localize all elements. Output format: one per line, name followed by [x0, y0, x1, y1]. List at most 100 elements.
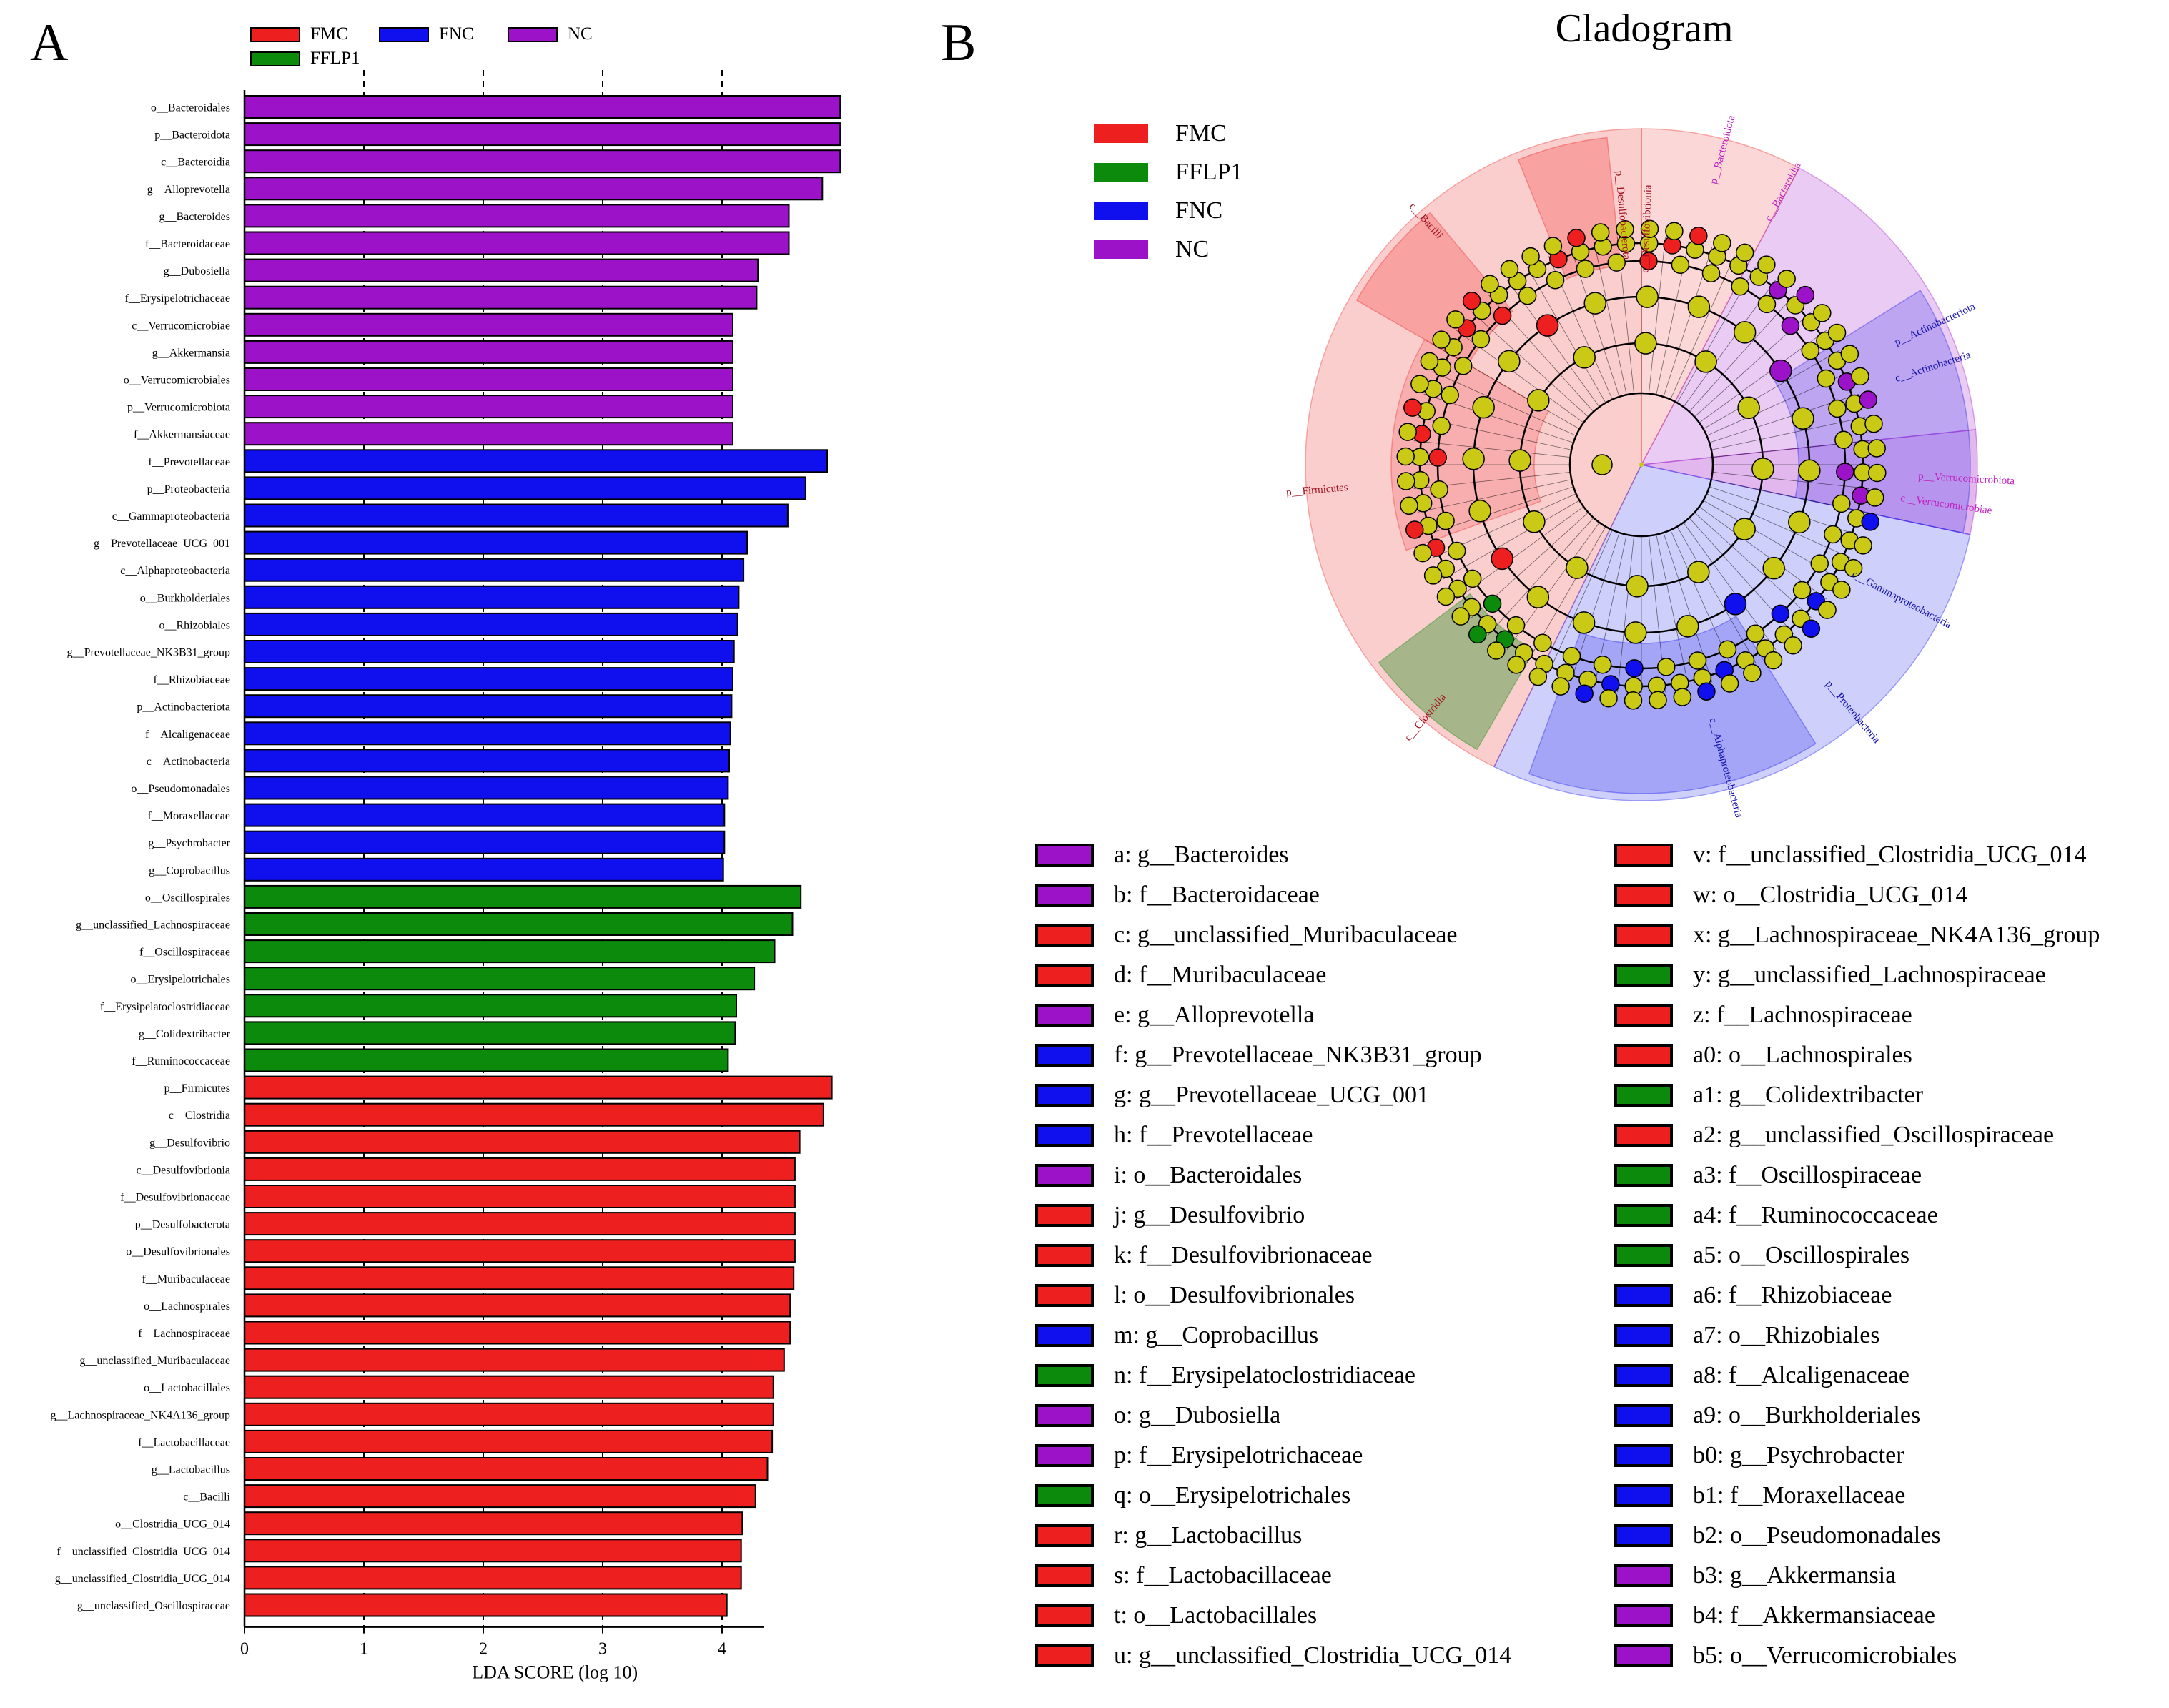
node — [1436, 511, 1455, 530]
key-item-b5-o-verrucomicrobiales: b5: o__Verrucomicrobiales — [1614, 1636, 2100, 1676]
key-label: b: f__Bacteroidaceae — [1114, 882, 1320, 908]
key-swatch — [1614, 1644, 1673, 1667]
key-swatch — [1614, 1004, 1673, 1027]
key-item-r-g-lactobacillus: r: g__Lactobacillus — [1035, 1516, 1511, 1556]
key-item-a0-o-lachnospirales: a0: o__Lachnospirales — [1614, 1035, 2100, 1075]
key-label: n: f__Erysipelatoclostridiaceae — [1114, 1362, 1415, 1388]
cladogram-spoke — [1670, 255, 1735, 400]
node — [1792, 407, 1814, 430]
node — [1828, 399, 1847, 418]
bar-f-moraxellaceae — [244, 803, 726, 827]
node — [1624, 621, 1647, 644]
key-swatch — [1035, 844, 1094, 867]
node — [1533, 633, 1552, 653]
bar-o-pseudomonadales — [244, 776, 729, 800]
key-label: q: o__Erysipelotrichales — [1114, 1482, 1351, 1509]
x-tick-label-0: 0 — [240, 1640, 249, 1659]
clade-sector-verrucomicrobiota — [1641, 429, 1978, 535]
node — [1543, 237, 1563, 255]
node — [1757, 255, 1776, 274]
key-item-f-g-prevotellaceae-nk3b31-group: f: g__Prevotellaceae_NK3B31_group — [1035, 1035, 1511, 1075]
key-swatch — [1614, 1524, 1673, 1547]
bar-label-g-psychrobacter: g__Psychrobacter — [148, 837, 230, 849]
bar-label-f-desulfovibrionaceae: f__Desulfovibrionaceae — [120, 1192, 230, 1204]
bar-f-alcaligenaceae — [244, 721, 731, 746]
bar-p-proteobacteria — [244, 476, 806, 500]
node — [1832, 581, 1851, 599]
bar-label-o-rhizobiales: o__Rhizobiales — [159, 619, 230, 631]
key-item-l-o-desulfovibrionales: l: o__Desulfovibrionales — [1035, 1275, 1511, 1315]
node — [1743, 663, 1762, 683]
legend-swatch — [508, 26, 558, 42]
key-swatch — [1614, 964, 1673, 987]
key-label: l: o__Desulfovibrionales — [1114, 1282, 1355, 1308]
bar-o-lactobacillales — [244, 1375, 774, 1399]
bar-label-f-prevotellaceae: f__Prevotellaceae — [148, 456, 230, 468]
bar-label-o-oscillospirales: o__Oscillospirales — [145, 892, 230, 904]
node — [1446, 310, 1465, 329]
key-label: a0: o__Lachnospirales — [1693, 1042, 1912, 1068]
bar-o-oscillospirales — [244, 884, 802, 909]
key-label: g: g__Prevotellaceae_UCG_001 — [1114, 1082, 1429, 1108]
key-swatch — [1035, 1564, 1094, 1587]
bar-label-o-verrucomicrobiales: o__Verrucomicrobiales — [124, 375, 230, 387]
key-swatch — [1614, 844, 1673, 867]
key-swatch — [1614, 1204, 1673, 1227]
key-swatch — [1035, 1444, 1094, 1467]
key-label: a1: g__Colidextribacter — [1693, 1082, 1923, 1108]
key-item-a7-o-rhizobiales: a7: o__Rhizobiales — [1614, 1315, 2100, 1356]
node — [1566, 556, 1589, 579]
key-label: v: f__unclassified_Clostridia_UCG_014 — [1693, 841, 2087, 868]
bar-f-muribaculaceae — [244, 1266, 795, 1290]
legend-label: FMC — [310, 24, 348, 44]
key-label: u: g__unclassified_Clostridia_UCG_014 — [1114, 1642, 1512, 1669]
node — [1733, 518, 1756, 540]
cladogram-legend-nc: NC — [1094, 230, 1243, 269]
bar-label-f-lachnospiraceae: f__Lachnospiraceae — [138, 1328, 230, 1340]
key-swatch — [1035, 924, 1094, 947]
bar-label-g-bacteroides: g__Bacteroides — [159, 211, 230, 223]
bar-g-bacteroides — [244, 204, 790, 228]
key-swatch — [1614, 924, 1673, 947]
bar-label-f-lactobacillaceae: f__Lactobacillaceae — [138, 1436, 230, 1448]
node — [1832, 494, 1851, 513]
node — [1713, 234, 1731, 252]
bar-o-clostridia-ucg-014 — [244, 1511, 743, 1536]
node — [1718, 640, 1737, 659]
bar-label-c-verrucomicrobiae: c__Verrucomicrobiae — [132, 320, 230, 332]
key-item-a8-f-alcaligenaceae: a8: f__Alcaligenaceae — [1614, 1356, 2100, 1396]
x-tick-label-3: 3 — [598, 1640, 607, 1659]
node — [1453, 357, 1473, 375]
node — [1436, 587, 1456, 606]
key-label: y: g__unclassified_Lachnospiraceae — [1693, 962, 2046, 988]
key-item-y-g-unclassified-lachnospiraceae: y: g__unclassified_Lachnospiraceae — [1614, 955, 2100, 995]
node — [1866, 488, 1884, 507]
key-label: a7: o__Rhizobiales — [1693, 1322, 1880, 1348]
clade-sector-desulfobacterota — [1641, 128, 1800, 465]
node — [1640, 219, 1659, 238]
node — [1432, 416, 1451, 435]
key-item-g-g-prevotellaceae-ucg-001: g: g__Prevotellaceae_UCG_001 — [1035, 1075, 1511, 1115]
bar-label-o-pseudomonadales: o__Pseudomonadales — [131, 783, 230, 795]
biomarker-node — [1861, 513, 1879, 531]
cladogram-spoke — [1443, 500, 1580, 580]
cladogram-legend: FMC FFLP1 FNC NC — [1094, 114, 1243, 269]
node — [1396, 447, 1415, 466]
node — [1810, 554, 1829, 573]
bar-label-g-prevotellaceae-ucg-001: g__Prevotellaceae_UCG_001 — [94, 538, 230, 550]
bar-label-f-moraxellaceae: f__Moraxellaceae — [148, 810, 230, 822]
key-swatch — [1035, 1404, 1094, 1427]
bar-label-f-akkermansiaceae: f__Akkermansiaceae — [134, 429, 230, 441]
legend-label: FMC — [1175, 120, 1227, 147]
node — [1521, 247, 1540, 266]
bar-f-desulfovibrionaceae — [244, 1185, 796, 1208]
node — [1562, 647, 1581, 666]
cladogram-spoke — [1617, 535, 1634, 693]
lda-axis: 0 1 2 3 4 LDA SCORE (log 10) — [240, 90, 764, 1683]
bar-c-bacteroidia — [244, 149, 841, 174]
biomarker-node — [1771, 604, 1790, 623]
x-tick-label-1: 1 — [360, 1640, 368, 1659]
bar-g-coprobacillus — [244, 857, 724, 882]
biomarker-node — [1697, 682, 1716, 701]
key-label: a3: f__Oscillospiraceae — [1693, 1162, 1922, 1188]
